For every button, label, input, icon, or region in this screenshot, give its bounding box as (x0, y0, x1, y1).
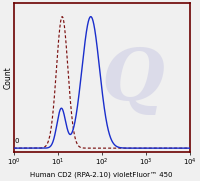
Text: 0: 0 (15, 138, 19, 144)
X-axis label: Human CD2 (RPA-2.10) violetFluor™ 450: Human CD2 (RPA-2.10) violetFluor™ 450 (30, 171, 173, 178)
Y-axis label: Count: Count (3, 66, 12, 89)
Text: Q: Q (102, 45, 165, 116)
